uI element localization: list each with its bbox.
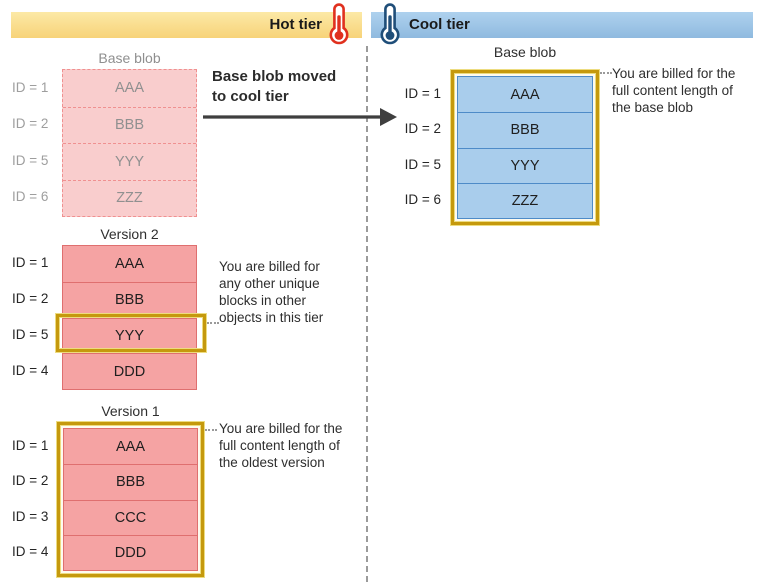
- hot-base-blob-title: Base blob: [98, 50, 161, 66]
- hot-base-blob-row-labels: ID = 1 ID = 2 ID = 5 ID = 6: [12, 69, 62, 217]
- block-cell: AAA: [114, 80, 144, 97]
- arrow-right-icon: [203, 108, 397, 126]
- cool-tier-label: Cool tier: [409, 16, 470, 33]
- row-label: ID = 3: [12, 508, 49, 524]
- row-label: ID = 6: [12, 189, 49, 205]
- version-1-annotation: You are billed for the full content leng…: [219, 421, 343, 470]
- block-cell: YYY: [63, 143, 196, 180]
- block-cell: CCC: [64, 499, 197, 535]
- version-2-blocks: AAA BBB YYY DDD: [62, 245, 197, 390]
- block-cell: AAA: [114, 255, 144, 272]
- block-cell: YYY: [458, 147, 592, 183]
- row-label: ID = 1: [12, 79, 49, 95]
- block-cell: BBB: [458, 112, 592, 147]
- version-1-row-labels: ID = 1 ID = 2 ID = 3 ID = 4: [12, 422, 57, 577]
- row-label: ID = 5: [12, 326, 49, 342]
- cool-base-blob-annotation: You are billed for the full content leng…: [612, 66, 736, 115]
- version-2-table: ID = 1 ID = 2 ID = 5 ID = 4 AAA BBB YYY …: [12, 245, 206, 390]
- row-label: ID = 4: [12, 362, 49, 378]
- cool-base-blob-table: ID = 1 ID = 2 ID = 5 ID = 6 AAA BBB YYY …: [399, 70, 599, 225]
- billed-version-highlight: AAA BBB CCC DDD: [57, 422, 204, 577]
- version-1-blocks: AAA BBB CCC DDD: [63, 428, 198, 571]
- row-label: ID = 2: [12, 473, 49, 489]
- row-label: ID = 1: [12, 438, 49, 454]
- row-label: ID = 6: [404, 191, 441, 207]
- block-cell: ZZZ: [63, 179, 196, 217]
- row-label: ID = 1: [12, 255, 49, 271]
- cool-base-blob-row-labels: ID = 1 ID = 2 ID = 5 ID = 6: [399, 70, 451, 225]
- row-label: ID = 5: [404, 156, 441, 172]
- block-cell: BBB: [63, 281, 196, 318]
- block-cell: YYY: [63, 317, 196, 354]
- leader-line: [207, 322, 219, 324]
- leader-line: [600, 72, 612, 74]
- row-label: ID = 4: [12, 543, 49, 559]
- cool-thermometer-icon: [380, 3, 400, 45]
- cool-base-blob-blocks: AAA BBB YYY ZZZ: [457, 76, 593, 219]
- hot-tier-bar: Hot tier: [11, 12, 362, 38]
- row-label: ID = 1: [404, 86, 441, 102]
- leader-line: [205, 429, 217, 431]
- billed-base-blob-highlight: AAA BBB YYY ZZZ: [451, 70, 599, 225]
- version-1-table: ID = 1 ID = 2 ID = 3 ID = 4 AAA BBB CCC …: [12, 422, 204, 577]
- hot-base-blob-blocks: AAA BBB YYY ZZZ: [62, 69, 197, 217]
- block-cell: BBB: [63, 106, 196, 144]
- cool-tier-bar: Cool tier: [371, 12, 753, 38]
- block-cell: ZZZ: [458, 182, 592, 218]
- hot-base-blob-table: ID = 1 ID = 2 ID = 5 ID = 6 AAA BBB YYY …: [12, 69, 197, 217]
- row-label: ID = 5: [12, 152, 49, 168]
- tier-divider: [366, 46, 368, 582]
- version-2-row-labels: ID = 1 ID = 2 ID = 5 ID = 4: [12, 245, 62, 390]
- hot-thermometer-icon: [329, 3, 349, 45]
- version-2-annotation: You are billed for any other unique bloc…: [219, 259, 324, 325]
- row-label: ID = 2: [12, 116, 49, 132]
- move-note: Base blob moved to cool tier: [212, 68, 337, 105]
- row-label: ID = 2: [404, 121, 441, 137]
- block-cell: AAA: [115, 438, 145, 455]
- block-cell: DDD: [63, 353, 196, 389]
- block-cell: DDD: [64, 534, 197, 570]
- version-1-title: Version 1: [101, 403, 160, 419]
- hot-tier-label: Hot tier: [269, 16, 323, 33]
- block-cell: BBB: [64, 464, 197, 499]
- version-2-title: Version 2: [100, 226, 159, 242]
- cool-base-blob-title: Base blob: [493, 44, 557, 60]
- row-label: ID = 2: [12, 291, 49, 307]
- block-cell: AAA: [510, 86, 540, 103]
